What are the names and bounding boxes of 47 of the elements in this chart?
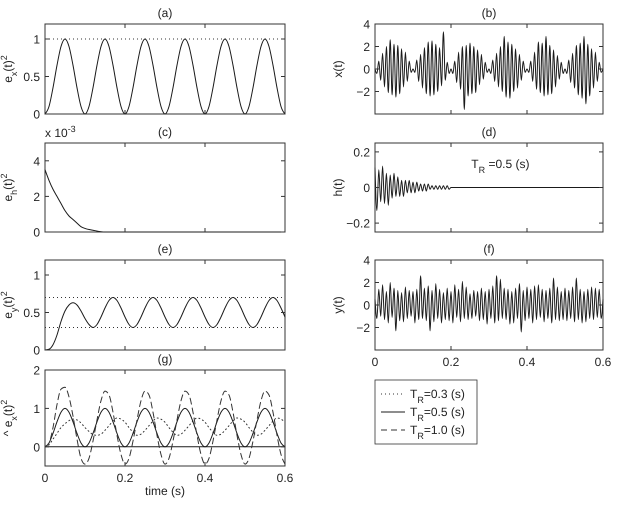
y-tick-label: 2	[33, 364, 40, 378]
legend-label: T$_{R}$=0.5 (s)	[410, 405, 465, 423]
chart-title: (e)	[158, 242, 172, 256]
y-axis-title: y(t)	[331, 296, 345, 314]
y-tick-label: 0.5	[23, 70, 40, 84]
x-tick-label: 0.4	[518, 355, 536, 369]
y-tick-label: 0.5	[23, 306, 40, 320]
x-tick-label: 0.4	[196, 471, 214, 485]
x-tick-label: 0.2	[116, 471, 134, 485]
x-tick-label: 0	[372, 355, 379, 369]
chart-title: (c)	[158, 125, 172, 139]
y-tick-label: 0	[33, 108, 40, 122]
y-tick-label: 4	[33, 154, 40, 168]
annotation: T$_{R}$ =0.5 (s)	[471, 156, 530, 175]
y-tick-label: 4	[363, 18, 370, 32]
x-tick-label: 0	[42, 471, 49, 485]
y-tick-label: 0	[33, 344, 40, 358]
x-tick-label: 0.6	[276, 471, 294, 485]
y-tick-label: 1	[33, 32, 40, 46]
text: x 10$^{-3}$	[45, 124, 76, 140]
chart-title: (b)	[482, 6, 496, 20]
y-tick-label: −2	[356, 85, 370, 99]
chart-title: (g)	[158, 352, 172, 366]
y-axis-title: x(t)	[331, 60, 345, 78]
y-tick-label: 0	[363, 298, 370, 312]
y-tick-label: 2	[363, 276, 370, 290]
y-tick-label: 4	[363, 254, 370, 268]
legend-label: T$_{R}$=0.3 (s)	[410, 387, 465, 405]
y-tick-label: −2	[356, 321, 370, 335]
y-tick-label: 0.2	[353, 145, 370, 160]
chart-title: (f)	[483, 242, 495, 256]
y-tick-label: 1	[33, 268, 40, 282]
x-tick-label: 0.2	[442, 355, 460, 369]
x-tick-label: 0.6	[594, 355, 612, 369]
y-tick-label: 0	[363, 62, 370, 76]
chart-title: (a)	[158, 6, 172, 20]
legend-label: T$_{R}$=1.0 (s)	[410, 423, 465, 441]
y-tick-label: 1	[33, 402, 40, 416]
y-tick-label: 2	[33, 190, 40, 204]
y-tick-label: 0	[33, 226, 40, 240]
y-tick-label: 0	[33, 440, 40, 454]
y-tick-label: 2	[363, 40, 370, 54]
y-tick-label: −0.2	[346, 216, 370, 231]
chart-title: (d)	[482, 125, 496, 139]
y-tick-label: 0	[363, 181, 370, 195]
x-axis-title: time (s)	[145, 484, 185, 498]
y-axis-title: h(t)	[331, 178, 345, 196]
